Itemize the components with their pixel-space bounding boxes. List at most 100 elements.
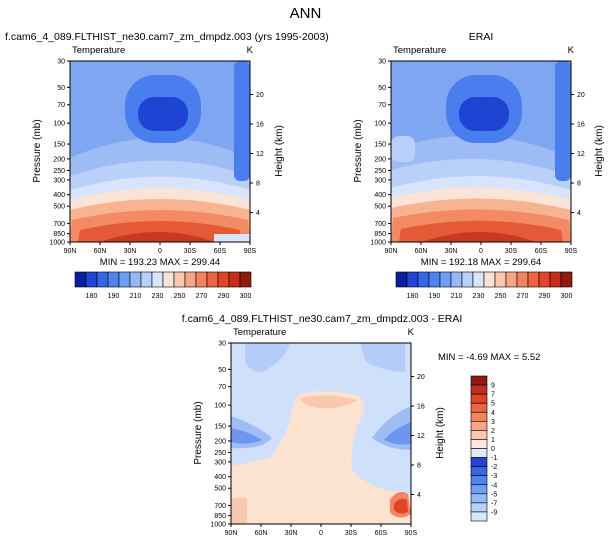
axes-model: 90N 60N 30N 0 30S 60S 90S 30 50 70 100 150 200 250 300…: [49, 59, 263, 256]
y-right-tick-label: 20: [417, 374, 425, 381]
y-tick-label: 200: [53, 156, 65, 163]
y-axis-label: Pressure (mb): [193, 401, 204, 464]
y-tick-label: 250: [53, 168, 65, 175]
axes-difference: 90N 60N 30N 0 30S 60S 90S 30 50 70 100 150 200 250 300…: [210, 341, 424, 538]
y-tick-label: 500: [53, 204, 65, 211]
colorbar-label: 0: [491, 446, 495, 453]
panel-model-variable: Temperature: [72, 45, 125, 56]
contour-upper-nh-cold: [245, 343, 290, 372]
x-tick-label: 60N: [415, 248, 428, 255]
x-tick-label: 30N: [124, 248, 137, 255]
colorbar-swatch: [527, 271, 540, 288]
x-tick-label: 30N: [285, 530, 298, 537]
y-right-tick-label: 16: [577, 122, 585, 129]
panel-model-units: K: [247, 45, 254, 56]
y-axis-label: Pressure (mb): [353, 119, 364, 182]
colorbar-label: 4: [491, 410, 495, 417]
y-tick-label: 400: [53, 192, 65, 199]
y-tick-label: 150: [53, 142, 65, 149]
colorbar-swatch: [470, 439, 488, 449]
y-tick-label: 500: [214, 486, 226, 493]
y-axis-label-right: Height (km): [274, 125, 285, 177]
y-tick-label: 50: [218, 367, 226, 374]
colorbar-swatch: [107, 271, 120, 288]
colorbar-swatch: [129, 271, 142, 288]
colorbar-swatch: [470, 393, 488, 404]
contour-nh-tropopause-core: [231, 428, 262, 444]
stats-difference: MIN = -4.69 MAX = 5.52: [438, 352, 540, 363]
x-tick-label: 60S: [535, 248, 548, 255]
colorbar-swatch: [217, 271, 230, 288]
y-tick-label: 70: [218, 384, 226, 391]
y-tick-label: 300: [214, 459, 226, 466]
colorbar-label: 230: [152, 293, 164, 300]
colorbar-swatch: [470, 411, 488, 422]
x-tick-label: 0: [479, 248, 483, 255]
colorbar-label: 290: [539, 293, 551, 300]
y-tick-label: 700: [374, 221, 386, 228]
contour-warm-core: [300, 395, 358, 409]
colorbar-swatch: [505, 271, 518, 288]
colorbar-swatch: [151, 271, 164, 288]
colorbar-swatch: [470, 502, 488, 513]
y-right-tick-label: 16: [417, 404, 425, 411]
figure-title: ANN: [290, 5, 322, 22]
colorbar-label: 190: [108, 293, 120, 300]
colorbar-swatch: [239, 271, 252, 288]
y-right-tick-label: 20: [577, 92, 585, 99]
colorbar-swatch: [470, 375, 488, 386]
colorbar-label: 2: [491, 428, 495, 435]
y-right-tick-label: 12: [417, 433, 425, 440]
x-tick-label: 60N: [94, 248, 107, 255]
contour-band-dark-red: [100, 232, 215, 242]
colorbar-swatch: [470, 421, 488, 431]
panel-reference-variable: Temperature: [393, 45, 446, 56]
x-tick-label: 0: [319, 530, 323, 537]
colorbar-swatch: [470, 475, 488, 486]
y-tick-label: 150: [374, 142, 386, 149]
x-tick-label: 60S: [214, 248, 227, 255]
colorbar-label: 5: [491, 401, 495, 408]
colorbar-swatch: [538, 271, 551, 288]
colorbar-label: 300: [561, 293, 573, 300]
y-axis-label: Pressure (mb): [32, 119, 43, 182]
x-tick-label: 0: [158, 248, 162, 255]
x-tick-label: 90S: [405, 530, 418, 537]
y-tick-label: 150: [214, 424, 226, 431]
colorbar-label: 9: [491, 383, 495, 390]
y-tick-label: 850: [53, 231, 65, 238]
contour-south-pole-cold: [234, 61, 250, 181]
colorbar-label: -2: [491, 464, 497, 471]
colorbar-swatch: [439, 271, 452, 288]
colorbar-label: -5: [491, 491, 497, 498]
panel-difference-variable: Temperature: [233, 327, 286, 338]
y-tick-label: 200: [214, 438, 226, 445]
colorbar-label: 290: [218, 293, 230, 300]
y-tick-label: 30: [57, 59, 65, 66]
y-tick-label: 50: [378, 85, 386, 92]
y-tick-label: 850: [374, 231, 386, 238]
x-tick-label: 90N: [64, 248, 77, 255]
colorbar-swatch: [494, 271, 507, 288]
colorbar-swatch: [461, 271, 474, 288]
contour-field-model: [70, 61, 250, 242]
colorbar-swatch: [560, 271, 573, 288]
contour-cold-core-inner: [138, 97, 188, 131]
y-tick-label: 1000: [210, 522, 226, 529]
contour-field-reference: [391, 61, 571, 242]
colorbar-swatch: [140, 271, 153, 288]
contour-cold-core-inner: [459, 97, 509, 131]
panel-model: f.cam6_4_089.FLTHIST_ne30.cam7_zm_dmpdz.…: [5, 31, 329, 300]
y-right-tick-label: 12: [256, 151, 264, 158]
y-right-tick-label: 20: [256, 92, 264, 99]
y-tick-label: 100: [53, 121, 65, 128]
x-tick-label: 90N: [225, 530, 238, 537]
contour-nh-surface-warm: [231, 498, 247, 524]
colorbar-difference: 9 7 5 4 3 2 1 0 -1 -2 -3 -4 -5 -7 -9: [470, 375, 497, 522]
panel-difference: f.cam6_4_089.FLTHIST_ne30.cam7_zm_dmpdz.…: [182, 313, 541, 537]
colorbar-swatch: [428, 271, 441, 288]
contour-sh-tropopause-core: [384, 422, 411, 445]
colorbar-swatch: [470, 484, 488, 495]
colorbar-swatch: [162, 271, 175, 288]
colorbar-swatch: [470, 384, 488, 395]
